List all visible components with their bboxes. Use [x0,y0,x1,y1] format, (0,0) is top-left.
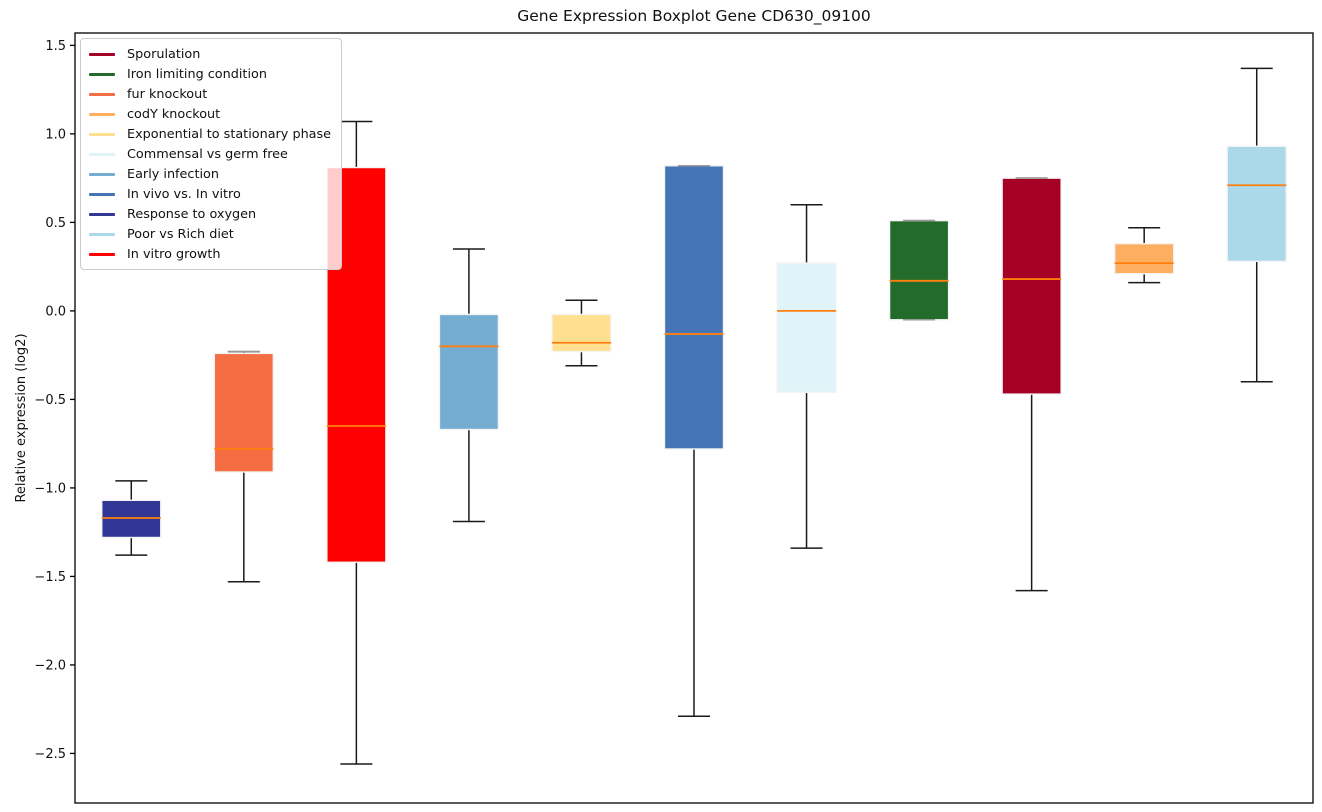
legend-label: Early infection [127,166,219,182]
legend-item-in-vitro-growth: In vitro growth [89,244,331,264]
legend-label: Iron limiting condition [127,66,267,82]
legend-label: Sporulation [127,46,201,62]
legend-label: Response to oxygen [127,206,257,222]
legend-item-poor-vs-rich-diet: Poor vs Rich diet [89,224,331,244]
legend-item-response-to-oxygen: Response to oxygen [89,204,331,224]
box-iron-limiting-condition [888,219,950,321]
box-early-infection [438,248,500,523]
y-tick-label: −1.5 [34,570,66,585]
iqr-box [1001,177,1062,395]
iqr-box [213,352,275,473]
iqr-box [1226,145,1287,263]
legend-label: Poor vs Rich diet [127,226,234,242]
box-commensal-vs-germ-free [776,203,837,549]
y-tick-label: −1.0 [34,481,66,496]
legend-item-commensal-vs-germ-free: Commensal vs germ free [89,144,331,164]
legend-swatch [89,192,115,196]
legend-label: Exponential to stationary phase [127,126,332,142]
legend-swatch [89,132,115,136]
iqr-box [663,165,725,450]
legend-item-sporulation: Sporulation [89,44,331,64]
legend-swatch [89,92,115,96]
legend-item-exponential-to-stationary-phase: Exponential to stationary phase [89,124,331,144]
iqr-box [438,313,500,431]
legend-label: In vitro growth [127,246,221,262]
y-tick-label: −2.0 [34,658,66,673]
legend-item-fur-knockout: fur knockout [89,84,331,104]
y-tick-label: 1.5 [45,39,66,54]
legend-swatch [89,172,115,176]
y-axis: 1.5 1.0 0.5 0.0 −0.5 −1.0 −1.5 −2.0 −2.5 [34,39,75,762]
y-tick-label: 1.0 [45,127,66,142]
y-tick-label: −2.5 [34,747,66,762]
legend-swatch [89,152,115,156]
chart-title: Gene Expression Boxplot Gene CD630_09100 [517,7,871,25]
legend-swatch [89,232,115,236]
y-tick-label: 0.5 [45,216,66,231]
iqr-box [551,313,612,353]
box-cody-knockout [1113,226,1175,284]
legend-swatch [89,252,115,256]
iqr-box [776,262,837,394]
box-response-to-oxygen [101,480,162,556]
y-axis-label: Relative expression (log2) [14,333,29,503]
y-tick-label: 0.0 [45,304,66,319]
legend-item-in-vivo-vs-in-vitro: In vivo vs. In vitro [89,184,331,204]
legend-swatch [89,112,115,116]
legend-label: Commensal vs germ free [127,146,288,162]
box-exponential-to-stationary-phase [551,299,612,367]
legend-item-iron-limiting-condition: Iron limiting condition [89,64,331,84]
iqr-box [1113,242,1175,275]
box-fur-knockout [213,350,275,583]
box-poor-vs-rich-diet [1226,67,1287,383]
legend-swatch [89,72,115,76]
legend-item-cody-knockout: codY knockout [89,104,331,124]
y-tick-label: −0.5 [34,393,66,408]
legend-label: In vivo vs. In vitro [127,186,241,202]
legend-label: codY knockout [127,106,221,122]
box-in-vivo-vs-in-vitro [663,165,725,718]
legend: Sporulation Iron limiting condition fur kn… [80,38,343,270]
box-sporulation [1001,177,1062,592]
legend-swatch [89,212,115,216]
legend-swatch [89,52,115,56]
iqr-box [888,219,950,321]
plot-frame [74,32,1314,804]
legend-item-early-infection: Early infection [89,164,331,184]
legend-label: fur knockout [127,86,208,102]
